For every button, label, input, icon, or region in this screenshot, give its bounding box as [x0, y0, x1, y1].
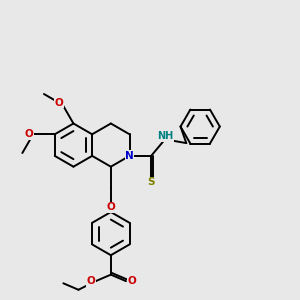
Text: O: O	[54, 98, 63, 108]
Text: O: O	[106, 202, 115, 212]
Text: O: O	[25, 129, 34, 139]
Text: O: O	[128, 276, 136, 286]
Text: S: S	[147, 177, 155, 188]
Text: NH: NH	[157, 131, 173, 141]
Text: O: O	[86, 276, 95, 286]
Text: N: N	[125, 151, 134, 161]
